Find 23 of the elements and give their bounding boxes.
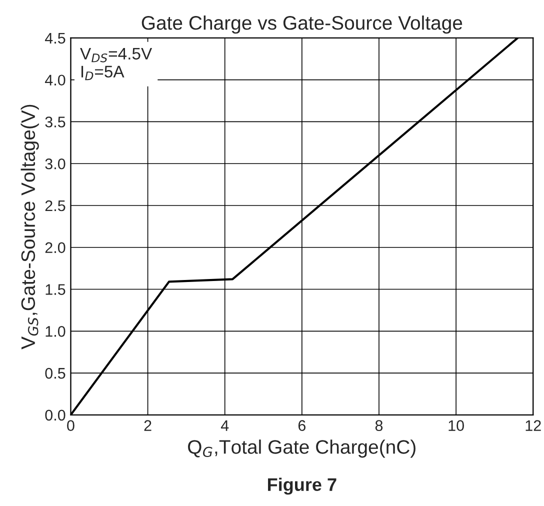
y-tick-label: 2.5 bbox=[45, 200, 66, 212]
y-tick-label: 4.0 bbox=[44, 74, 66, 86]
annotation: V$_{DS}$=4.5V bbox=[80, 48, 152, 62]
y-tick-label: 0.5 bbox=[45, 368, 66, 379]
y-tick-label: 0.0 bbox=[45, 410, 66, 421]
x-tick-label: 12 bbox=[526, 420, 541, 431]
y-tick-label: 1.0 bbox=[46, 326, 66, 337]
x-axis-title: Q$_{G}$,Total Gate Charge(nC) bbox=[188, 440, 416, 458]
caption: Figure 7 bbox=[268, 478, 336, 495]
x-tick-label: 2 bbox=[144, 420, 152, 431]
x-tick-label: 8 bbox=[375, 420, 383, 432]
y-tick-label: 3.5 bbox=[45, 116, 66, 128]
x-tick-label: 4 bbox=[220, 420, 229, 431]
y-tick-label: 4.5 bbox=[44, 32, 66, 44]
annotation: I$_{D}$=5A bbox=[82, 66, 124, 80]
x-tick-label: 6 bbox=[298, 420, 306, 432]
y-tick-label: 3.0 bbox=[45, 158, 66, 170]
x-tick-label: 10 bbox=[448, 420, 464, 432]
y-tick-label: 1.5 bbox=[46, 284, 66, 295]
y-axis-title: V$_{GS}$,Gate-Source Voltage(V) bbox=[20, 104, 39, 350]
x-tick-label: 0 bbox=[67, 420, 74, 432]
chart-title: Gate Charge vs Gate-Source Voltage bbox=[142, 16, 462, 34]
y-tick-label: 2.0 bbox=[45, 242, 66, 254]
